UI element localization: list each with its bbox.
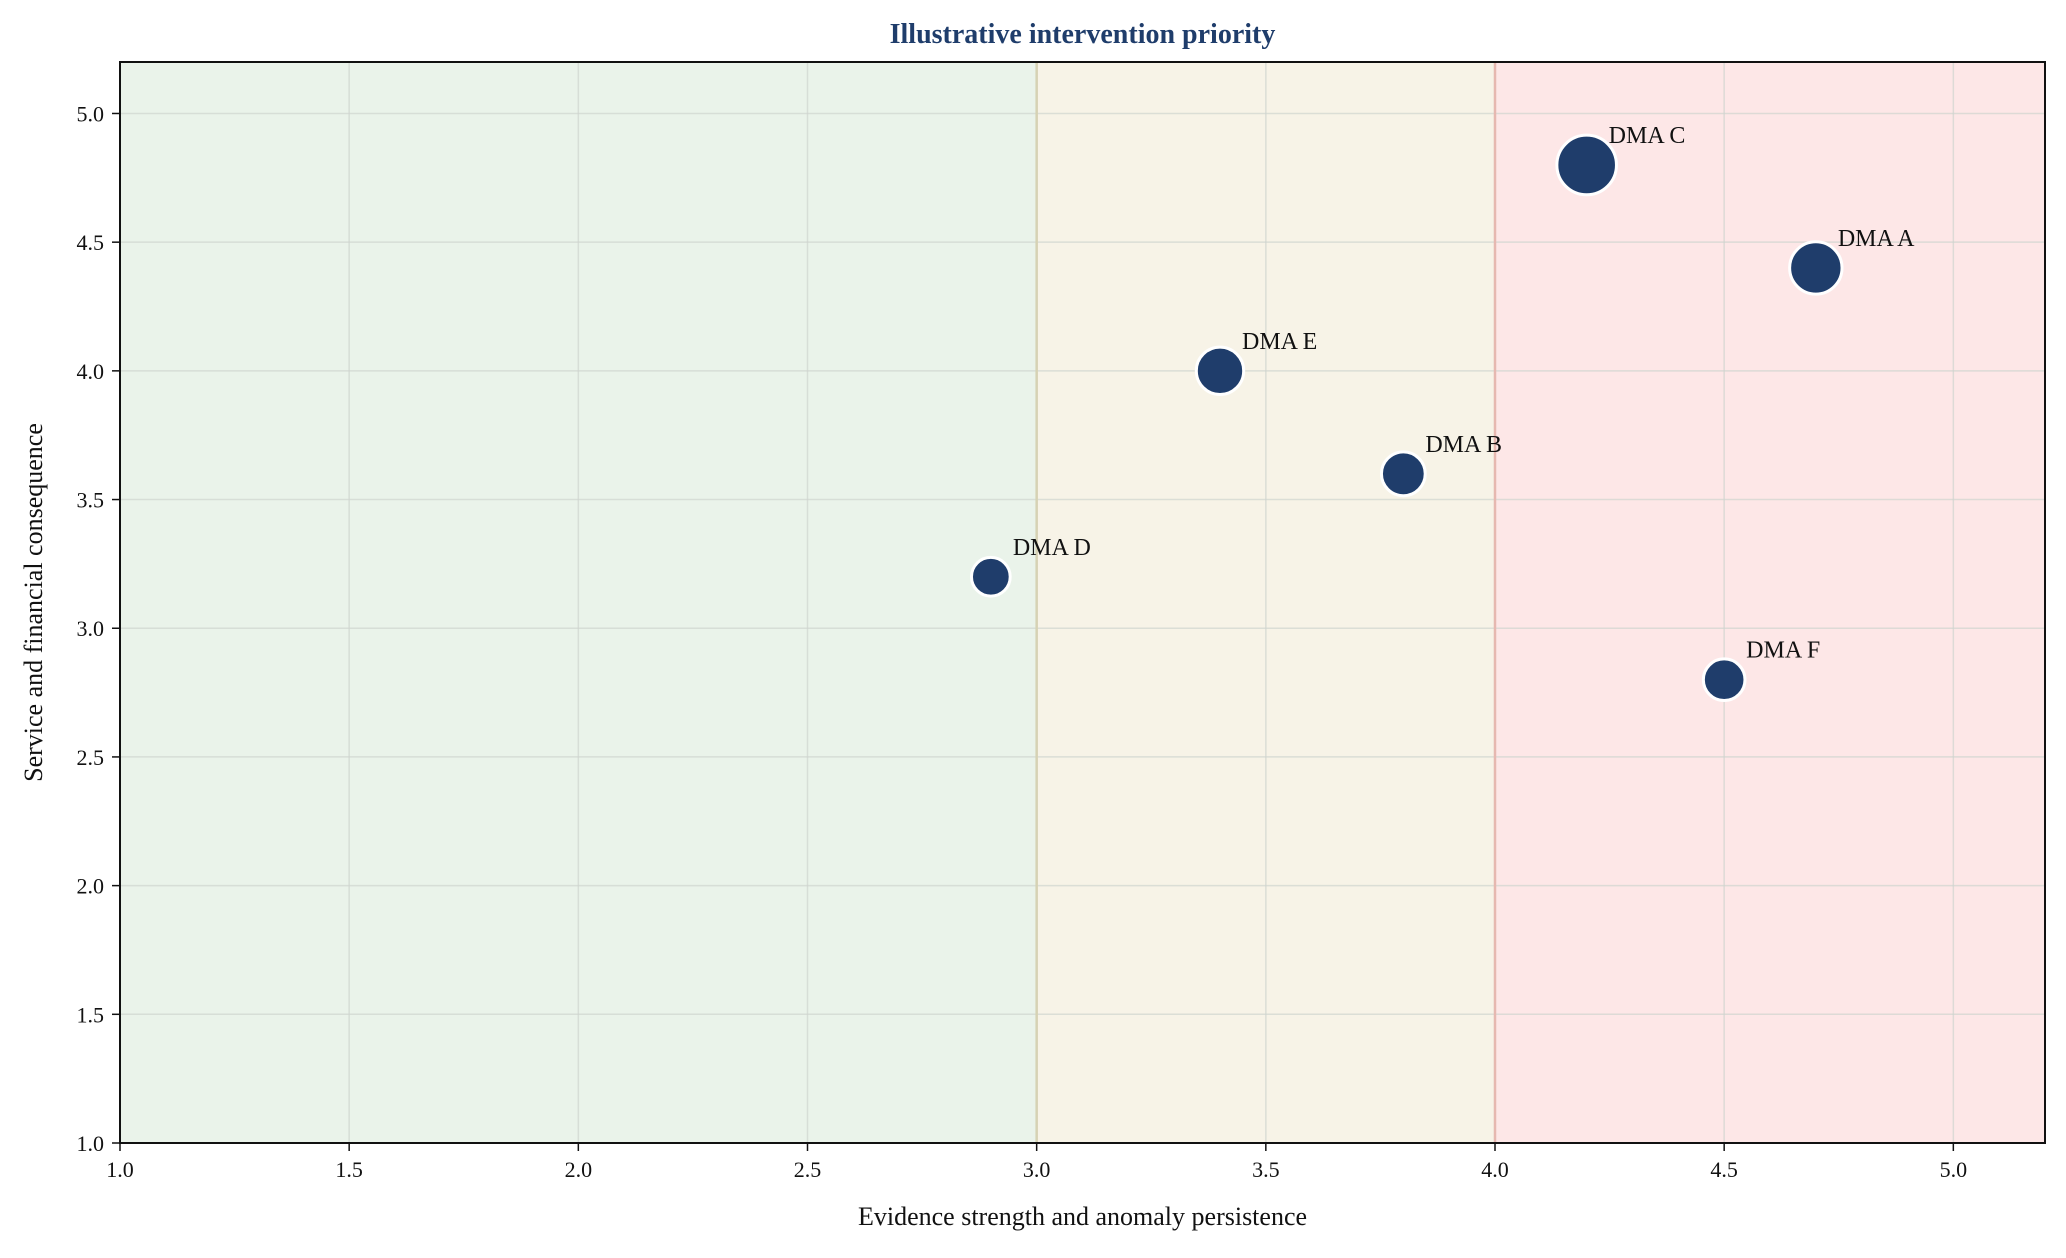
x-axis-ticks: 1.0 1.5 2.0 2.5 3.0 3.5 4.0 4.5 5.0 [106,1143,1967,1182]
y-tick-label: 3.5 [77,488,105,513]
point-label: DMA E [1242,329,1317,355]
plot-frame [119,61,2046,1144]
data-point [1701,657,1747,703]
data-point [1194,345,1246,397]
y-tick-label: 2.0 [77,874,105,899]
zones-layer [120,62,2045,1143]
x-tick-label: 4.5 [1710,1157,1738,1182]
points-layer [969,133,1844,703]
x-tick-label: 4.0 [1481,1157,1509,1182]
y-tick-label: 5.0 [77,101,105,126]
zone-boundary-layer [1035,62,1497,1143]
x-tick-label: 1.5 [335,1157,363,1182]
y-tick-label: 1.5 [77,1002,105,1027]
x-tick-label: 2.0 [565,1157,593,1182]
x-tick-label: 2.5 [794,1157,822,1182]
y-tick-label: 2.5 [77,745,105,770]
x-tick-label: 3.5 [1252,1157,1280,1182]
data-point [1555,133,1618,197]
y-axis-ticks: 1.0 1.5 2.0 2.5 3.0 3.5 4.0 4.5 5.0 [77,101,120,1156]
data-point [969,555,1012,598]
x-tick-label: 3.0 [1023,1157,1051,1182]
point-label: DMA D [1013,535,1091,561]
point-label: DMA B [1425,432,1502,458]
priority-zone-2 [1495,62,2045,1143]
x-axis-label: Evidence strength and anomaly persistenc… [858,1202,1307,1231]
y-tick-label: 3.0 [77,616,105,641]
x-tick-label: 1.0 [106,1157,134,1182]
y-axis-label: Service and financial consequence [19,423,48,782]
chart-title: Illustrative intervention priority [890,19,1276,50]
y-tick-label: 1.0 [77,1131,105,1156]
point-label: DMA C [1609,123,1686,149]
data-point [1379,450,1427,498]
y-tick-label: 4.0 [77,359,105,384]
point-label: DMA A [1838,226,1915,252]
point-label: DMA F [1746,638,1820,664]
data-point [1788,240,1844,296]
x-tick-label: 5.0 [1940,1157,1968,1182]
point-labels-layer: DMA A DMA B DMA C DMA D DMA E DMA F [1013,123,1915,664]
y-tick-label: 4.5 [77,230,105,255]
